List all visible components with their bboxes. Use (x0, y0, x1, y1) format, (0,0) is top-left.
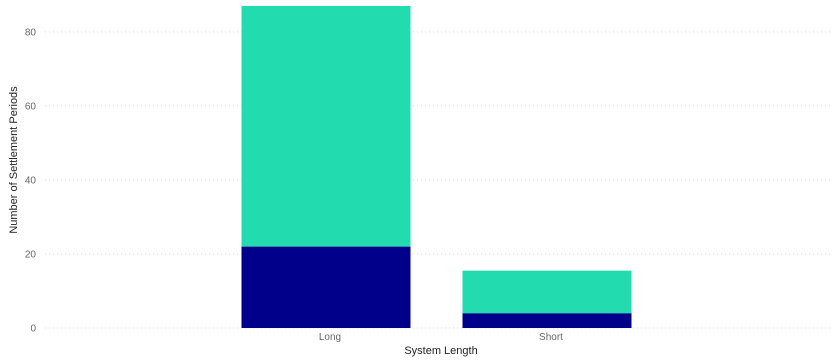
y-axis-title: Number of Settlement Periods (8, 86, 20, 234)
y-tick-label: 60 (25, 101, 37, 112)
y-tick-label: 20 (25, 249, 37, 260)
y-axis-ticks: 0 20 40 60 80 (25, 27, 37, 334)
bar-segment (462, 270, 632, 314)
x-axis-ticks: Long Short (319, 332, 563, 343)
y-tick-label: 0 (30, 324, 36, 335)
x-tick-label: Long (319, 332, 341, 343)
bar-segment (241, 246, 411, 328)
y-tick-label: 80 (25, 27, 37, 38)
x-tick-label: Short (539, 332, 563, 343)
bars (241, 6, 632, 328)
bar-segment (462, 313, 632, 328)
gridlines (45, 31, 832, 329)
bar-segment (241, 6, 411, 247)
y-tick-label: 40 (25, 175, 37, 186)
x-axis-title: System Length (404, 345, 477, 357)
